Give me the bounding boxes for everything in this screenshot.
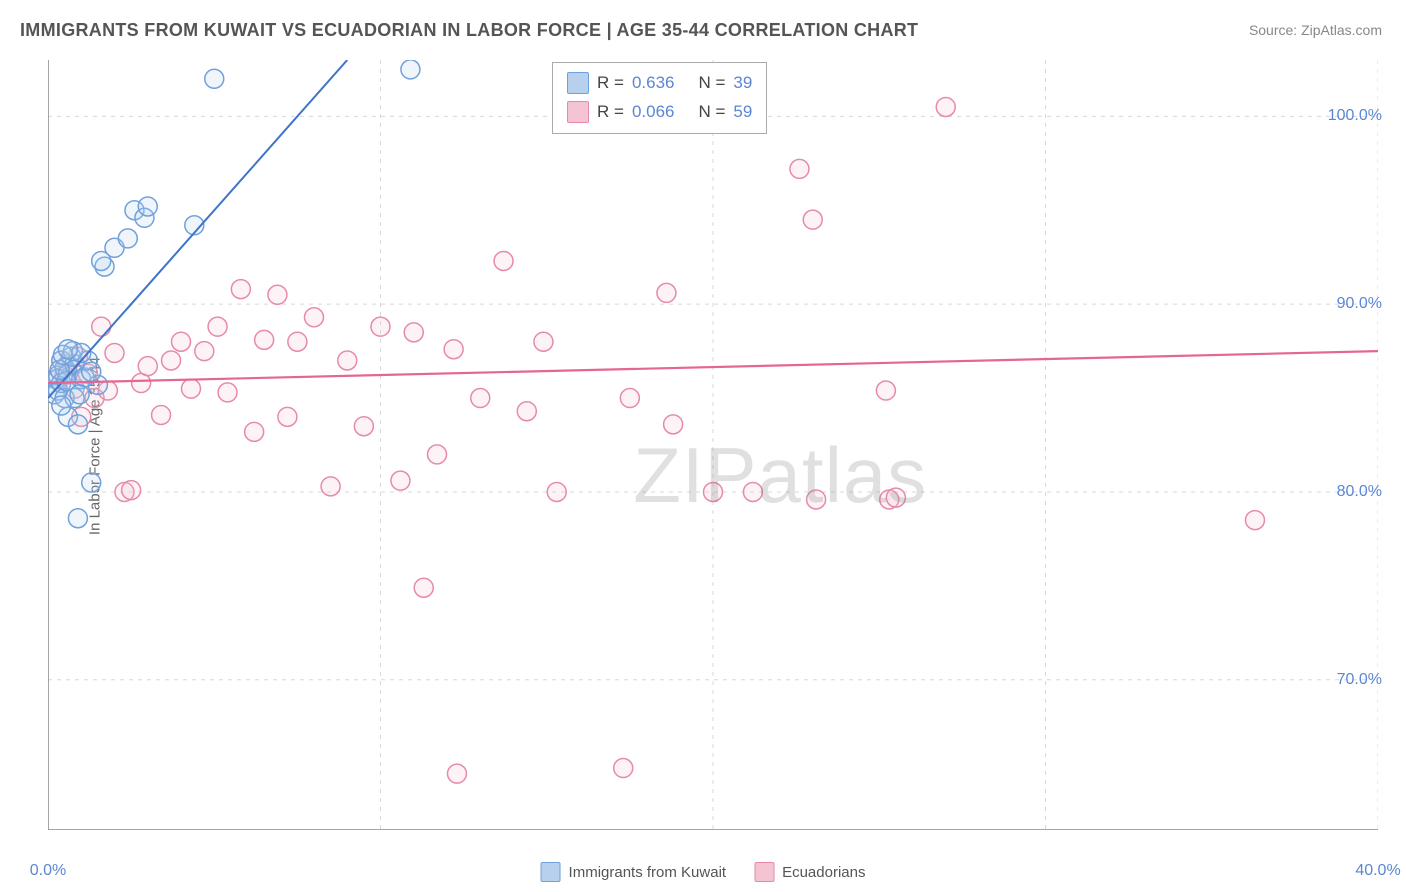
bottom-legend: Immigrants from Kuwait Ecuadorians xyxy=(541,862,866,882)
series1-swatch-icon xyxy=(541,862,561,882)
y-tick-label: 70.0% xyxy=(1337,671,1382,689)
series2-swatch-icon xyxy=(567,101,589,123)
legend-label-1: Immigrants from Kuwait xyxy=(569,864,727,881)
x-tick-label: 0.0% xyxy=(30,862,66,880)
source-label: Source: ZipAtlas.com xyxy=(1249,22,1382,38)
series1-swatch-icon xyxy=(567,72,589,94)
series2-swatch-icon xyxy=(754,862,774,882)
y-tick-label: 90.0% xyxy=(1337,295,1382,313)
stats-row-1: R = 0.636 N = 39 xyxy=(567,69,752,98)
y-tick-label: 100.0% xyxy=(1328,107,1382,125)
legend-item-1: Immigrants from Kuwait xyxy=(541,862,727,882)
stats-legend-box: R = 0.636 N = 39 R = 0.066 N = 59 xyxy=(552,62,767,134)
legend-label-2: Ecuadorians xyxy=(782,864,865,881)
x-tick-label: 40.0% xyxy=(1355,862,1400,880)
stats-row-2: R = 0.066 N = 59 xyxy=(567,98,752,127)
y-tick-label: 80.0% xyxy=(1337,483,1382,501)
watermark: ZIPatlas xyxy=(633,430,927,521)
legend-item-2: Ecuadorians xyxy=(754,862,865,882)
chart-title: IMMIGRANTS FROM KUWAIT VS ECUADORIAN IN … xyxy=(20,20,918,41)
